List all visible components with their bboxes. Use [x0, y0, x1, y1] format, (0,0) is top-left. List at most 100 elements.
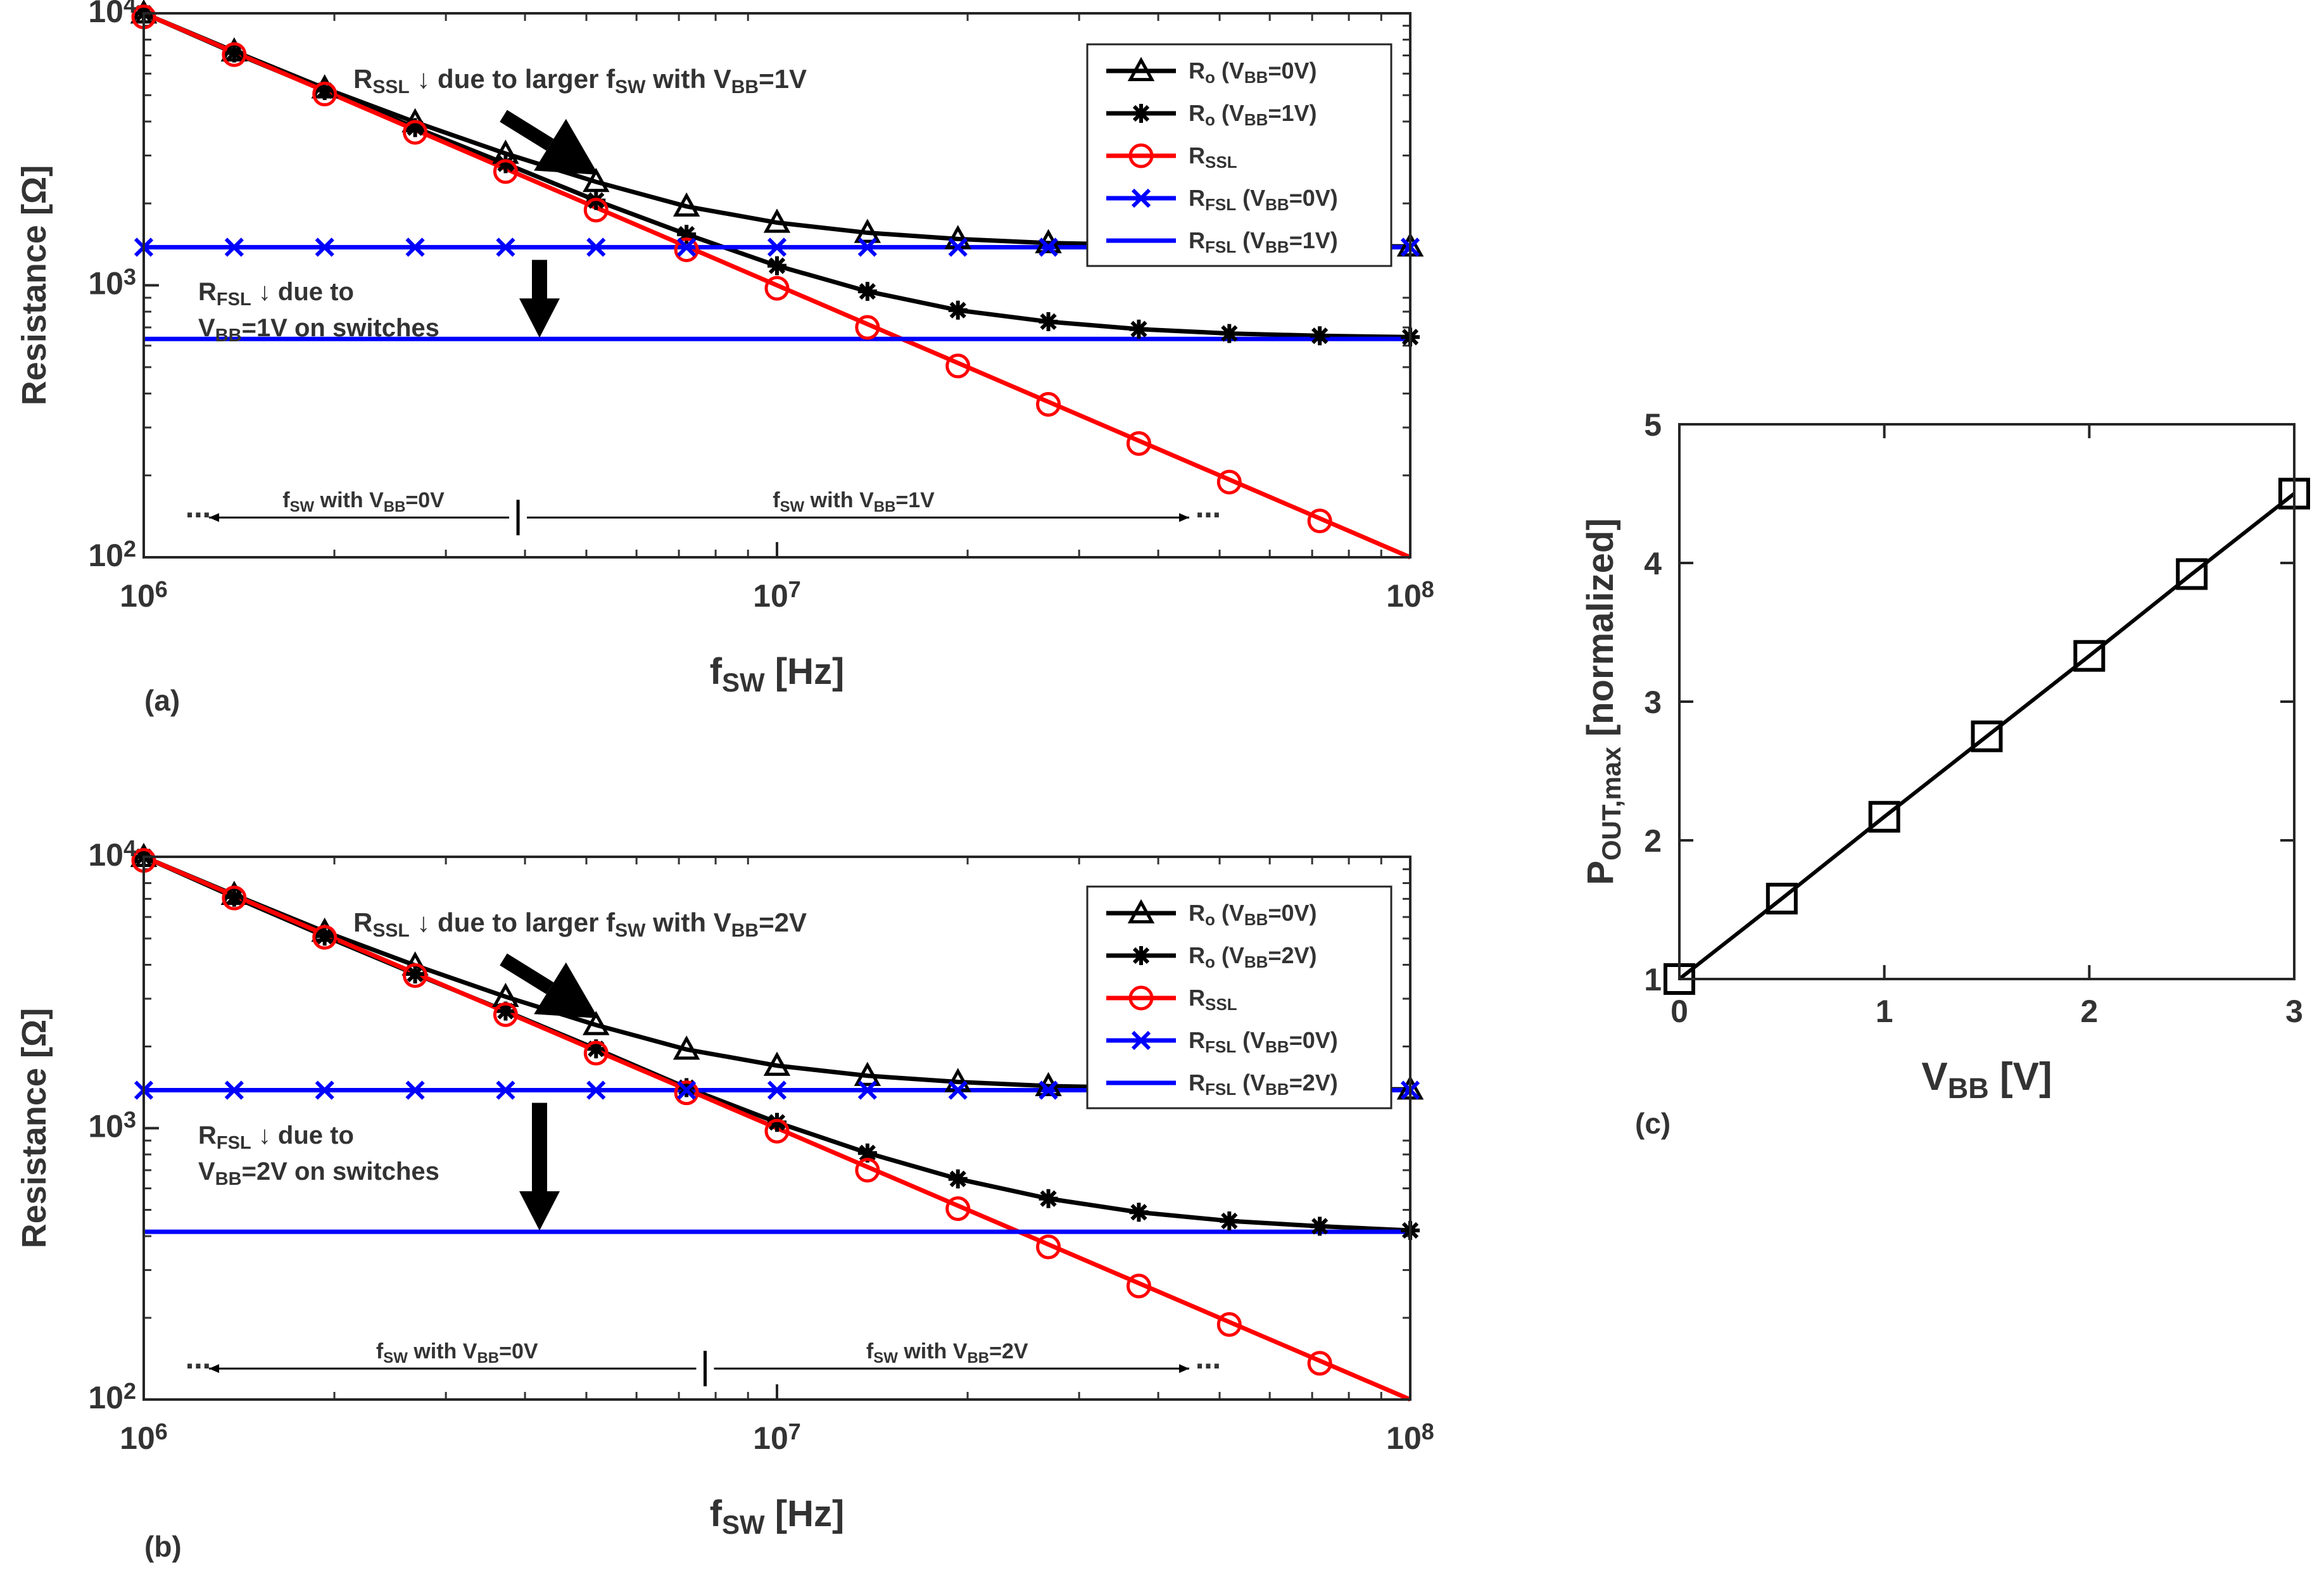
x-tick-label-a-0-part-1: 6: [155, 576, 168, 602]
data-point-a-2: [222, 42, 247, 67]
data-point-c-0: [2176, 558, 2208, 590]
range-label-left-b-part-4: =0V: [499, 1339, 538, 1363]
data-point-a-2: [1036, 391, 1061, 417]
panel-label-a: (a): [144, 684, 180, 717]
y-tick-label-b-0-part-1: 2: [123, 1378, 136, 1404]
x-tick-label-b-0-part-0: 10: [120, 1420, 155, 1456]
x-tick-label-a-2-part-0: 10: [1386, 578, 1422, 614]
data-point-a-1: [948, 300, 968, 320]
data-point-a-1: [224, 43, 244, 63]
data-point-b-1: [1310, 1217, 1330, 1236]
range-label-right-b-part-2: with V: [898, 1339, 968, 1363]
legend-label-a-0-part-2: (V: [1215, 58, 1244, 84]
x-tick-label-a-2: 108: [1386, 576, 1434, 614]
legend-marker-a-1: [1132, 104, 1151, 123]
x-axis-label-c-part-2: [V]: [1989, 1055, 2052, 1099]
data-point-b-2: [855, 1158, 880, 1183]
x-tick-label-b-0: 106: [120, 1419, 168, 1456]
range-label-left-b-part-2: with V: [408, 1339, 477, 1363]
annotation-rssl-a-part-2: ↓ due to larger f: [410, 64, 616, 94]
y-tick-label-c-0: 1: [1644, 962, 1662, 997]
data-point-b-2: [1126, 1273, 1151, 1299]
legend-label-a-4-part-2: (V: [1236, 227, 1265, 253]
data-point-b-2: [945, 1196, 971, 1222]
data-point-b-0: [854, 1061, 881, 1086]
range-ellipsis-right-a: ⋯: [1196, 502, 1221, 529]
legend-label-a-3: RFSL (VBB=0V): [1189, 185, 1338, 214]
data-point-a-3: [496, 237, 515, 257]
annotation-rssl-b-part-1: SSL: [372, 920, 409, 941]
x-axis-label-a-part-1: SW: [722, 667, 765, 697]
legend-label-a-3-part-0: R: [1189, 185, 1205, 211]
legend-marker-b-0: [1127, 899, 1155, 924]
range-label-left-a-part-2: with V: [314, 488, 384, 512]
data-point-a-1: [405, 118, 425, 137]
annotation-rfsl-line2-b-part-2: =2V on switches: [242, 1158, 439, 1185]
plot-area-c: [1679, 424, 2294, 979]
range-label-left-a-part-3: BB: [384, 498, 406, 515]
range-ellipsis-left-b: ⋯: [186, 1353, 211, 1381]
annotation-rssl-a-part-0: R: [353, 64, 372, 94]
data-point-b-3: [586, 1080, 606, 1100]
annotation-rfsl-arrow-head-b: [519, 1191, 560, 1231]
y-tick-label-a-0-part-1: 2: [123, 536, 136, 562]
legend-label-a-4-part-4: =1V): [1289, 227, 1338, 253]
annotation-rssl-b: RSSL ↓ due to larger fSW with VBB=2V: [353, 907, 807, 941]
y-tick-label-c-4: 5: [1644, 407, 1662, 443]
data-point-a-3: [948, 237, 968, 257]
annotation-rssl-arrow-b-shaft: [500, 953, 554, 994]
x-axis-label-c-part-0: V: [1921, 1055, 1947, 1099]
data-point-a-0: [854, 218, 881, 243]
x-axis-label-c-part-1: BB: [1948, 1072, 1989, 1104]
legend-label-b-4-part-2: (V: [1236, 1070, 1265, 1096]
annotation-rfsl-line2-a-part-1: BB: [215, 325, 242, 346]
legend-label-b-4-part-1: FSL: [1205, 1080, 1236, 1099]
panel-label-c: (c): [1635, 1107, 1670, 1140]
y-tick-label-b-0-part-0: 10: [88, 1380, 123, 1415]
range-label-left-a-part-1: SW: [290, 498, 315, 515]
data-point-b-2: [222, 885, 247, 911]
range-ellipsis-right-b: ⋯: [1196, 1353, 1221, 1381]
range-label-left-b-part-1: SW: [383, 1349, 408, 1367]
legend-label-b-1-part-4: =2V): [1268, 942, 1317, 968]
annotation-rfsl-line2-b: VBB=2V on switches: [198, 1158, 439, 1189]
legend-label-b-4-part-0: R: [1189, 1070, 1205, 1096]
data-point-a-1: [496, 154, 515, 174]
y-tick-label-a-1-part-0: 10: [88, 266, 123, 301]
data-point-b-3: [857, 1080, 877, 1100]
range-label-right-b-part-3: BB: [967, 1349, 989, 1367]
data-point-b-2: [1307, 1351, 1332, 1376]
data-point-a-0: [583, 168, 610, 193]
annotation-rssl-a-part-1: SSL: [372, 77, 409, 98]
data-point-b-2: [583, 1040, 609, 1066]
range-arrowhead-right-a: [1179, 513, 1189, 522]
data-point-a-1: [1039, 312, 1058, 331]
data-point-b-1: [1129, 1203, 1149, 1222]
data-point-a-0: [763, 208, 791, 233]
data-point-a-1: [677, 224, 697, 244]
annotation-rssl-b-part-0: R: [353, 907, 372, 937]
y-axis-label-c-part-2: [normalized]: [1580, 518, 1621, 747]
x-tick-label-a-1-part-0: 10: [753, 578, 788, 614]
range-arrowhead-left-b: [209, 1364, 219, 1374]
data-point-b-3: [405, 1080, 425, 1100]
x-tick-label-b-0-part-1: 6: [155, 1419, 168, 1444]
annotation-rfsl-line1-a-part-1: FSL: [217, 289, 251, 310]
legend-label-a-1-part-3: BB: [1244, 110, 1268, 129]
data-point-b-2: [1216, 1312, 1242, 1337]
y-tick-label-b-2-part-0: 10: [88, 837, 123, 873]
y-tick-label-a-1-part-1: 3: [123, 263, 136, 289]
legend-label-a-3-part-1: FSL: [1205, 195, 1236, 214]
data-point-b-1: [405, 964, 425, 984]
annotation-rfsl-line2-a-part-2: =1V on switches: [242, 314, 439, 342]
data-point-a-2: [1216, 469, 1242, 495]
data-point-a-1: [1129, 319, 1149, 339]
legend-marker-b-2: [1128, 985, 1154, 1011]
legend-label-a-3-part-2: (V: [1236, 185, 1265, 211]
range-label-right-b-part-4: =2V: [989, 1339, 1028, 1363]
x-axis-label-b-part-0: f: [710, 1493, 723, 1534]
data-point-a-2: [855, 315, 880, 340]
annotation-rfsl-line1-b-part-1: FSL: [217, 1133, 251, 1153]
range-label-left-b: fSW with VBB=0V: [376, 1339, 538, 1367]
annotation-rfsl-line1-b-part-0: R: [198, 1122, 217, 1149]
